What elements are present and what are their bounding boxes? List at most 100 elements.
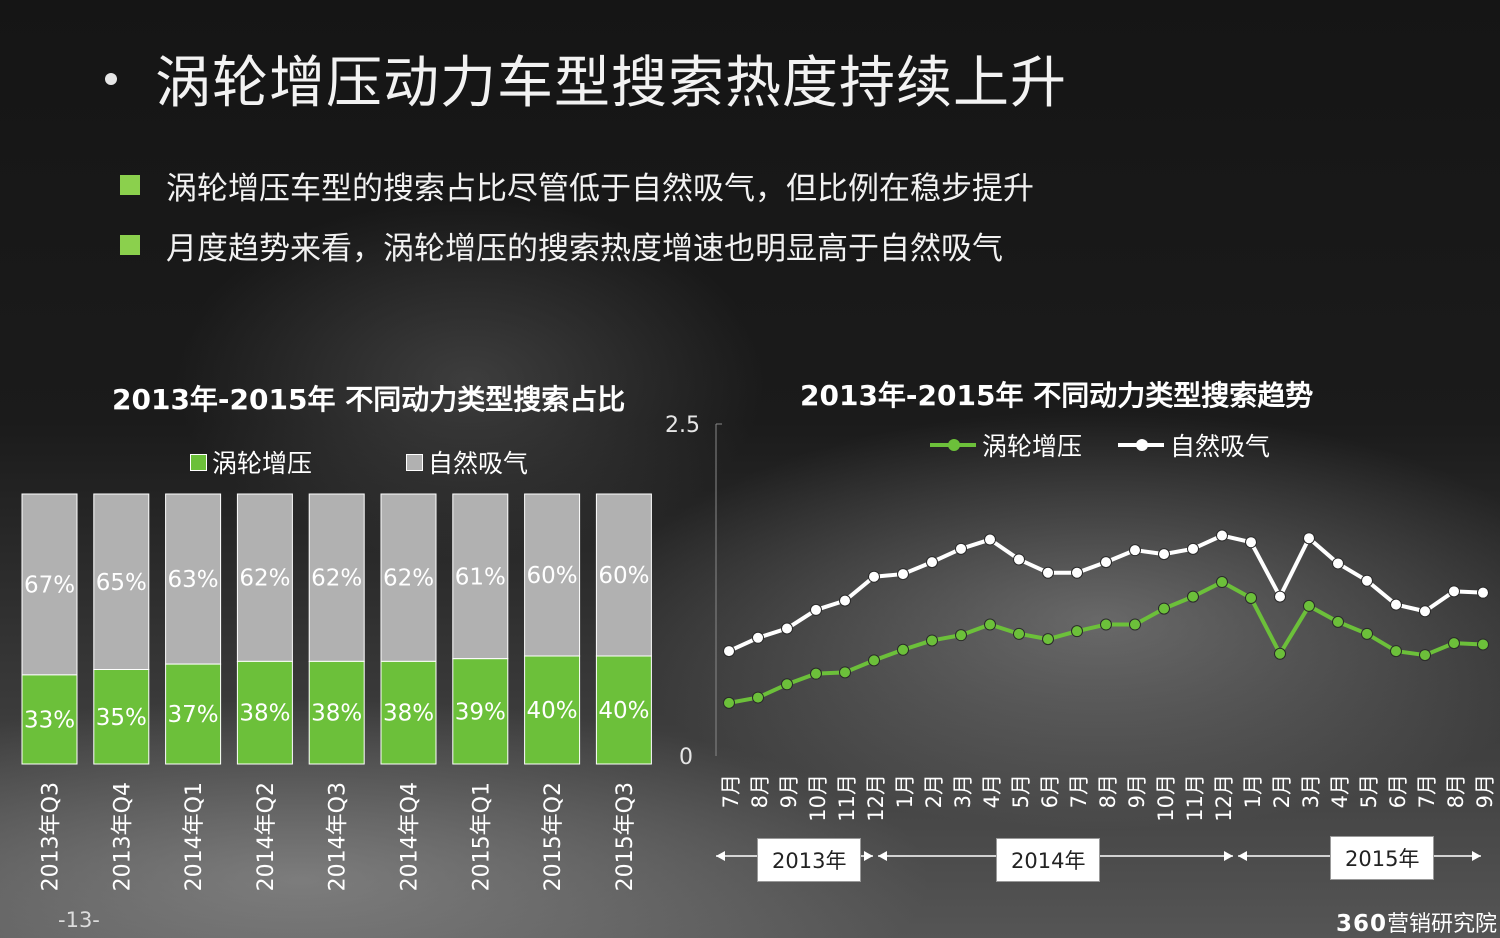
point-natural — [752, 631, 764, 644]
x-tick-label: 6月 — [1038, 774, 1062, 808]
point-natural — [781, 622, 793, 635]
green-square-icon — [120, 235, 140, 255]
arrow-right-icon — [1472, 851, 1481, 861]
bar-turbo — [93, 669, 150, 765]
point-natural — [1477, 586, 1489, 599]
point-turbo — [984, 618, 996, 631]
x-tick-label: 2015年Q3 — [613, 782, 638, 891]
point-natural — [868, 570, 880, 583]
point-natural — [1419, 605, 1431, 618]
point-turbo — [1245, 591, 1257, 604]
point-turbo — [1419, 649, 1431, 662]
point-natural — [1274, 590, 1286, 603]
bullet-text: 涡轮增压车型的搜索占比尽管低于自然吸气，但比例在稳步提升 — [166, 170, 1034, 207]
x-tick-label: 2014年Q1 — [182, 782, 207, 891]
point-natural — [955, 542, 967, 555]
x-tick-label: 4月 — [1328, 774, 1352, 808]
bar-natural — [524, 493, 581, 657]
point-turbo — [1071, 625, 1083, 638]
data-label-turbo: 37% — [168, 702, 219, 728]
bar-turbo — [452, 658, 509, 765]
point-natural — [1332, 557, 1344, 570]
bar-natural — [452, 493, 509, 660]
bar-turbo — [165, 663, 222, 765]
arrow-left-icon — [878, 851, 887, 861]
data-label-turbo: 35% — [96, 705, 147, 731]
x-tick-label: 6月 — [1386, 774, 1410, 808]
arrow-left-icon — [716, 851, 725, 861]
title-bullet-dot — [105, 72, 117, 85]
data-label-natural: 63% — [168, 567, 219, 593]
x-tick-label: 9月 — [1473, 774, 1497, 808]
bullet-list: 涡轮增压车型的搜索占比尽管低于自然吸气，但比例在稳步提升 月度趋势来看，涡轮增压… — [120, 155, 1034, 275]
bar-natural — [93, 493, 150, 670]
x-tick-label: 2013年Q4 — [110, 782, 135, 891]
bullet-item: 涡轮增压车型的搜索占比尽管低于自然吸气，但比例在稳步提升 — [120, 155, 1034, 215]
point-turbo — [1042, 633, 1054, 646]
y-tick-label: 2.5 — [665, 413, 700, 438]
x-tick-label: 4月 — [980, 774, 1004, 808]
point-natural — [1216, 529, 1228, 542]
brand-prefix: 360 — [1336, 911, 1388, 937]
bar-turbo — [21, 674, 78, 765]
bar-chart-title: 2013年-2015年 不同动力类型搜索占比 — [112, 383, 626, 416]
point-natural — [1303, 532, 1315, 545]
stacked-bar-chart: 67% 33% 2013年Q3 65% 35% 2013年Q4 63% 37% 2014年Q1 6… — [21, 493, 652, 891]
slide-title: 涡轮增压动力车型搜索热度持续上升 — [105, 38, 1067, 119]
bar-turbo — [308, 660, 365, 765]
line-legend-natural: 自然吸气 — [1118, 427, 1270, 463]
bar-turbo — [380, 660, 437, 765]
arrow-right-icon — [864, 851, 873, 861]
bullet-text: 月度趋势来看，涡轮增压的搜索热度增速也明显高于自然吸气 — [166, 230, 1003, 267]
point-natural — [839, 594, 851, 607]
point-turbo — [810, 667, 822, 680]
x-tick-label: 8月 — [748, 774, 772, 808]
point-natural — [984, 533, 996, 546]
point-turbo — [955, 629, 967, 642]
point-natural — [1187, 542, 1199, 555]
bar-natural — [21, 493, 78, 676]
year-label-2013: 2013年 — [757, 838, 862, 882]
x-tick-label: 9月 — [777, 774, 801, 808]
data-label-turbo: 40% — [598, 698, 649, 724]
point-natural — [810, 603, 822, 616]
legend-label-turbo: 涡轮增压 — [212, 449, 313, 478]
x-tick-label: 2015年Q2 — [541, 782, 566, 891]
arrow-left-icon — [1238, 851, 1247, 861]
point-natural — [1042, 566, 1054, 579]
point-turbo — [839, 666, 851, 679]
line-chart-title: 2013年-2015年 不同动力类型搜索趋势 — [800, 379, 1314, 412]
legend-line-natural — [1118, 439, 1164, 451]
data-label-turbo: 38% — [311, 701, 362, 727]
point-turbo — [1100, 618, 1112, 631]
x-tick-label: 3月 — [951, 774, 975, 808]
data-label-turbo: 39% — [455, 699, 506, 725]
legend-label-turbo: 涡轮增压 — [982, 432, 1083, 461]
data-label-natural: 62% — [311, 566, 362, 592]
point-turbo — [1216, 576, 1228, 589]
x-tick-label: 3月 — [1299, 774, 1323, 808]
point-natural — [1448, 585, 1460, 598]
point-turbo — [1361, 627, 1373, 640]
x-tick-label: 8月 — [1096, 774, 1120, 808]
bar-natural — [595, 493, 652, 657]
bar-turbo — [595, 655, 652, 765]
line-legend-turbo: 涡轮增压 — [930, 427, 1082, 463]
x-tick-label: 1月 — [1241, 774, 1265, 808]
data-label-turbo: 40% — [527, 698, 578, 724]
data-label-natural: 62% — [383, 566, 434, 592]
data-label-natural: 65% — [96, 570, 147, 596]
point-turbo — [1187, 590, 1199, 603]
point-turbo — [781, 678, 793, 691]
year-label-2014: 2014年 — [996, 838, 1101, 882]
legend-label-natural: 自然吸气 — [1170, 432, 1271, 461]
x-tick-label: 10月 — [1154, 774, 1178, 822]
point-natural — [1158, 548, 1170, 561]
x-tick-label: 7月 — [1067, 774, 1091, 808]
point-natural — [1245, 536, 1257, 549]
point-turbo — [868, 654, 880, 667]
point-natural — [1129, 544, 1141, 557]
x-tick-label: 2013年Q3 — [39, 782, 64, 891]
bar-legend-turbo: 涡轮增压 — [190, 444, 312, 480]
point-turbo — [1303, 599, 1315, 612]
